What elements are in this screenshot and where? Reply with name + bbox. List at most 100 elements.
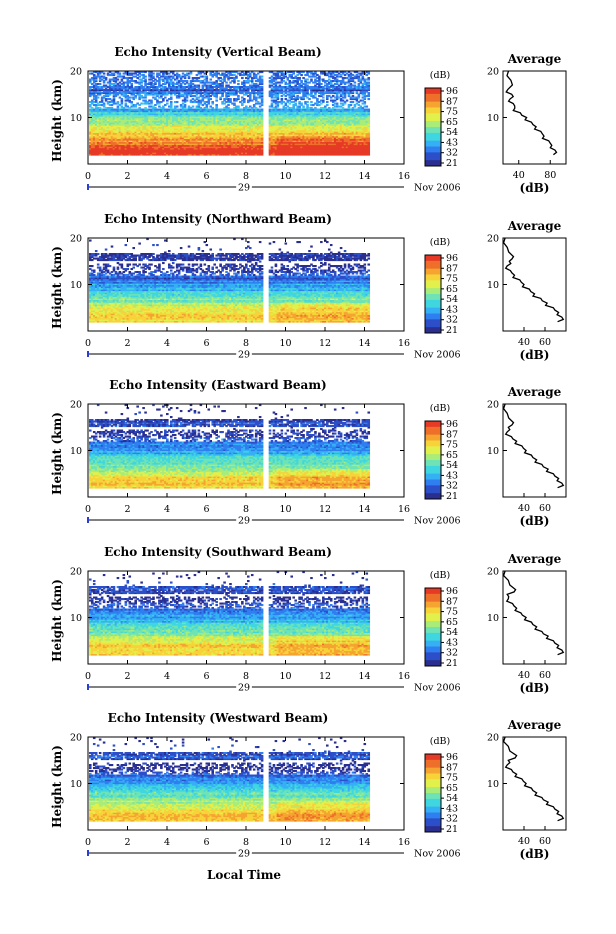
colorbar-unit: (dB): [430, 570, 450, 581]
average-title: Average: [507, 52, 562, 66]
x-tick-label: 0: [85, 837, 91, 848]
average-profile-line: [506, 71, 556, 155]
y-tick-label: 20: [70, 234, 82, 245]
x-tick-label: 4: [164, 171, 170, 182]
y-tick-label: 20: [70, 733, 82, 744]
average-frame: [503, 571, 566, 664]
avg-x-tick-label: 40: [513, 170, 525, 181]
avg-y-tick-label: 20: [487, 567, 499, 578]
colorbar-tick-label: 21: [446, 658, 458, 669]
heatmap-field: [89, 571, 370, 656]
x-tick-label: 4: [164, 671, 170, 682]
x-tick-label: 12: [319, 837, 331, 848]
colorbar: [425, 588, 441, 667]
average-frame: [503, 737, 566, 830]
colorbar-tick-label: 21: [446, 325, 458, 336]
avg-y-tick-label: 10: [487, 779, 499, 790]
avg-y-tick-label: 10: [487, 446, 499, 457]
panel-title: Echo Intensity (Eastward Beam): [109, 378, 326, 392]
avg-x-label: (dB): [520, 181, 550, 195]
avg-x-tick-label: 40: [518, 503, 530, 514]
x-tick-label: 2: [124, 837, 130, 848]
x-tick-label: 2: [124, 671, 130, 682]
colorbar: [425, 754, 441, 833]
x-tick-label: 10: [279, 338, 291, 349]
avg-x-tick-label: 40: [518, 836, 530, 847]
colorbar-tick-label: 21: [446, 158, 458, 169]
avg-x-tick-label: 60: [539, 503, 551, 514]
avg-x-tick-label: 60: [539, 337, 551, 348]
panel-title: Echo Intensity (Westward Beam): [108, 711, 329, 725]
x-tick-label: 10: [279, 504, 291, 515]
panel-1: Echo Intensity (Northward Beam) 20 10 Heigh…: [50, 212, 566, 362]
panel-title: Echo Intensity (Northward Beam): [104, 212, 332, 226]
month-label: Nov 2006: [414, 350, 461, 361]
x-tick-label: 8: [243, 837, 249, 848]
average-frame: [503, 238, 566, 331]
avg-y-tick-label: 20: [487, 400, 499, 411]
x-tick-label: 14: [358, 171, 370, 182]
month-label: Nov 2006: [414, 683, 461, 694]
x-axis-label: Local Time: [207, 868, 281, 882]
panel-title: Echo Intensity (Southward Beam): [104, 545, 332, 559]
avg-x-label: (dB): [520, 348, 550, 362]
y-axis-label: Height (km): [50, 745, 64, 828]
y-tick-label: 10: [70, 113, 82, 124]
x-tick-label: 12: [319, 671, 331, 682]
y-axis-label: Height (km): [50, 412, 64, 495]
month-label: Nov 2006: [414, 516, 461, 527]
panel-4: Echo Intensity (Westward Beam)2010Height…: [50, 711, 566, 861]
average-profile-line: [504, 737, 564, 821]
x-tick-label: 12: [319, 171, 331, 182]
colorbar-tick-label: 21: [446, 491, 458, 502]
colorbar: [425, 88, 441, 167]
x-tick-label: 8: [243, 338, 249, 349]
avg-x-tick-label: 60: [539, 836, 551, 847]
colorbar: [425, 255, 441, 334]
avg-x-tick-label: 60: [539, 670, 551, 681]
x-tick-label: 12: [319, 504, 331, 515]
avg-y-tick-label: 10: [487, 113, 499, 124]
avg-x-label: (dB): [520, 514, 550, 528]
heatmap-field: [89, 71, 370, 156]
y-axis-label: Height (km): [50, 246, 64, 329]
x-tick-label: 6: [203, 171, 209, 182]
month-label: Nov 2006: [414, 183, 461, 194]
heatmap-field: [89, 404, 370, 489]
average-title: Average: [507, 718, 562, 732]
avg-y-tick-label: 10: [487, 613, 499, 624]
x-tick-label: 2: [124, 338, 130, 349]
y-tick-label: 10: [70, 280, 82, 291]
x-tick-label: 2: [124, 504, 130, 515]
avg-y-tick-label: 20: [487, 67, 499, 78]
average-profile-line: [504, 238, 564, 322]
y-tick-label: 10: [70, 446, 82, 457]
panel-title: Echo Intensity (Vertical Beam): [114, 45, 321, 59]
average-title: Average: [507, 385, 562, 399]
x-tick-label: 4: [164, 837, 170, 848]
colorbar: [425, 421, 441, 500]
x-tick-label: 0: [85, 671, 91, 682]
y-tick-label: 10: [70, 779, 82, 790]
x-tick-label: 12: [319, 338, 331, 349]
panel-0: Echo Intensity (Vertical Beam)2010Height…: [50, 45, 566, 195]
x-tick-label: 6: [203, 338, 209, 349]
month-label: Nov 2006: [414, 849, 461, 860]
avg-y-tick-label: 20: [487, 234, 499, 245]
day-label: 29: [238, 849, 250, 860]
x-tick-label: 10: [279, 671, 291, 682]
avg-x-tick-label: 40: [518, 337, 530, 348]
x-tick-label: 10: [279, 171, 291, 182]
colorbar-unit: (dB): [430, 237, 450, 248]
x-tick-label: 16: [398, 504, 410, 515]
x-tick-label: 16: [398, 338, 410, 349]
x-tick-label: 10: [279, 837, 291, 848]
heatmap-field: [89, 238, 370, 323]
day-label: 29: [238, 683, 250, 694]
day-label: 29: [238, 516, 250, 527]
average-title: Average: [507, 219, 562, 233]
average-frame: [503, 404, 566, 497]
x-tick-label: 14: [358, 671, 370, 682]
